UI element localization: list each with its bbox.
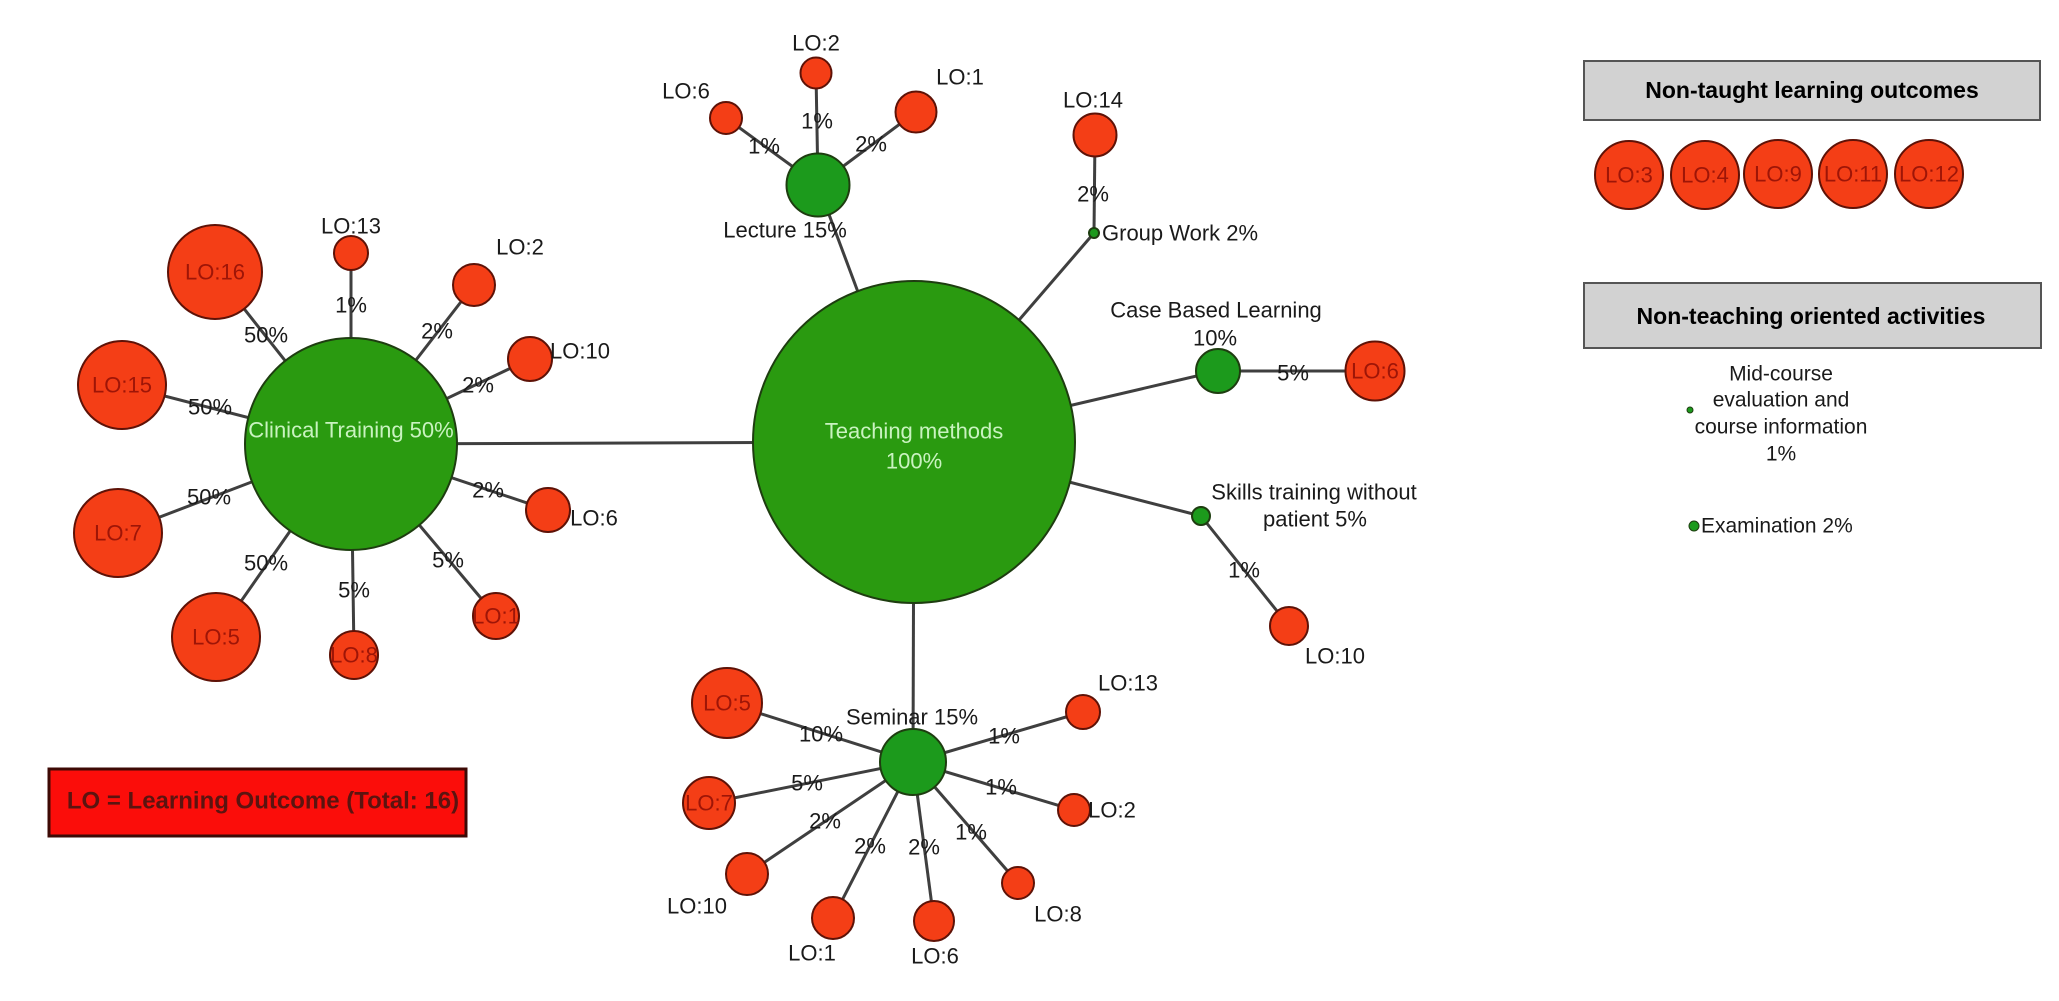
svg-text:Mid-course: Mid-course	[1729, 363, 1833, 386]
svg-text:50%: 50%	[244, 323, 288, 348]
svg-text:1%: 1%	[988, 724, 1020, 749]
svg-text:Clinical Training 50%: Clinical Training 50%	[248, 418, 453, 443]
svg-text:2%: 2%	[421, 319, 453, 344]
svg-text:Case Based Learning: Case Based Learning	[1110, 298, 1322, 323]
svg-text:LO:2: LO:2	[1088, 798, 1136, 823]
svg-text:LO:14: LO:14	[1063, 88, 1123, 113]
svg-text:1%: 1%	[1766, 443, 1796, 466]
svg-text:1%: 1%	[1228, 558, 1260, 583]
svg-text:LO:8: LO:8	[1034, 902, 1082, 927]
svg-text:LO:1: LO:1	[788, 941, 836, 966]
svg-text:1%: 1%	[801, 109, 833, 134]
svg-text:2%: 2%	[462, 373, 494, 398]
svg-text:1%: 1%	[955, 820, 987, 845]
svg-text:2%: 2%	[854, 834, 886, 859]
svg-text:LO:10: LO:10	[1305, 644, 1365, 669]
svg-text:50%: 50%	[188, 395, 232, 420]
svg-text:100%: 100%	[886, 449, 942, 474]
svg-text:Teaching methods: Teaching methods	[825, 419, 1004, 444]
svg-text:course information: course information	[1695, 416, 1868, 439]
svg-text:LO:7: LO:7	[94, 521, 142, 546]
svg-text:LO:12: LO:12	[1899, 162, 1959, 187]
svg-text:10%: 10%	[1193, 326, 1237, 351]
svg-text:5%: 5%	[338, 578, 370, 603]
svg-text:LO:13: LO:13	[321, 214, 381, 239]
svg-text:Seminar 15%: Seminar 15%	[846, 705, 978, 730]
svg-text:LO:5: LO:5	[192, 625, 240, 650]
svg-text:LO:5: LO:5	[703, 691, 751, 716]
svg-text:LO:13: LO:13	[1098, 671, 1158, 696]
svg-text:1%: 1%	[985, 775, 1017, 800]
svg-text:5%: 5%	[1277, 361, 1309, 386]
svg-text:LO:1: LO:1	[936, 65, 984, 90]
svg-text:LO:15: LO:15	[92, 373, 152, 398]
svg-text:1%: 1%	[335, 293, 367, 318]
svg-text:LO:1: LO:1	[472, 604, 520, 629]
svg-text:5%: 5%	[791, 771, 823, 796]
svg-text:2%: 2%	[472, 478, 504, 503]
svg-text:LO:6: LO:6	[570, 506, 618, 531]
svg-text:LO:2: LO:2	[496, 235, 544, 260]
svg-text:LO:10: LO:10	[667, 894, 727, 919]
svg-text:10%: 10%	[799, 722, 843, 747]
svg-text:LO:11: LO:11	[1824, 162, 1882, 187]
svg-text:Lecture 15%: Lecture 15%	[723, 218, 847, 243]
svg-text:LO = Learning Outcome (Total:: LO = Learning Outcome (Total: 16)	[67, 788, 459, 815]
svg-text:Non-teaching oriented activiti: Non-teaching oriented activities	[1637, 303, 1986, 329]
svg-text:LO:9: LO:9	[1754, 162, 1802, 187]
svg-text:2%: 2%	[908, 835, 940, 860]
svg-text:LO:6: LO:6	[1351, 359, 1399, 384]
svg-text:Non-taught learning outcomes: Non-taught learning outcomes	[1645, 77, 1979, 103]
svg-text:LO:8: LO:8	[330, 643, 378, 668]
svg-text:patient 5%: patient 5%	[1263, 507, 1367, 532]
svg-text:LO:2: LO:2	[792, 31, 840, 56]
svg-text:5%: 5%	[432, 548, 464, 573]
svg-text:1%: 1%	[748, 134, 780, 159]
svg-text:LO:10: LO:10	[550, 339, 610, 364]
svg-text:Examination 2%: Examination 2%	[1701, 515, 1853, 538]
svg-text:Group Work 2%: Group Work 2%	[1102, 221, 1258, 246]
svg-text:Skills training without: Skills training without	[1211, 480, 1416, 505]
svg-text:2%: 2%	[1077, 182, 1109, 207]
svg-text:LO:16: LO:16	[185, 260, 245, 285]
svg-text:50%: 50%	[187, 485, 231, 510]
svg-text:LO:7: LO:7	[685, 791, 733, 816]
svg-text:50%: 50%	[244, 551, 288, 576]
svg-text:evaluation and: evaluation and	[1713, 389, 1850, 412]
svg-text:2%: 2%	[855, 132, 887, 157]
svg-text:2%: 2%	[809, 809, 841, 834]
svg-text:LO:6: LO:6	[662, 79, 710, 104]
svg-text:LO:6: LO:6	[911, 944, 959, 969]
svg-text:LO:3: LO:3	[1605, 163, 1653, 188]
svg-text:LO:4: LO:4	[1681, 163, 1729, 188]
